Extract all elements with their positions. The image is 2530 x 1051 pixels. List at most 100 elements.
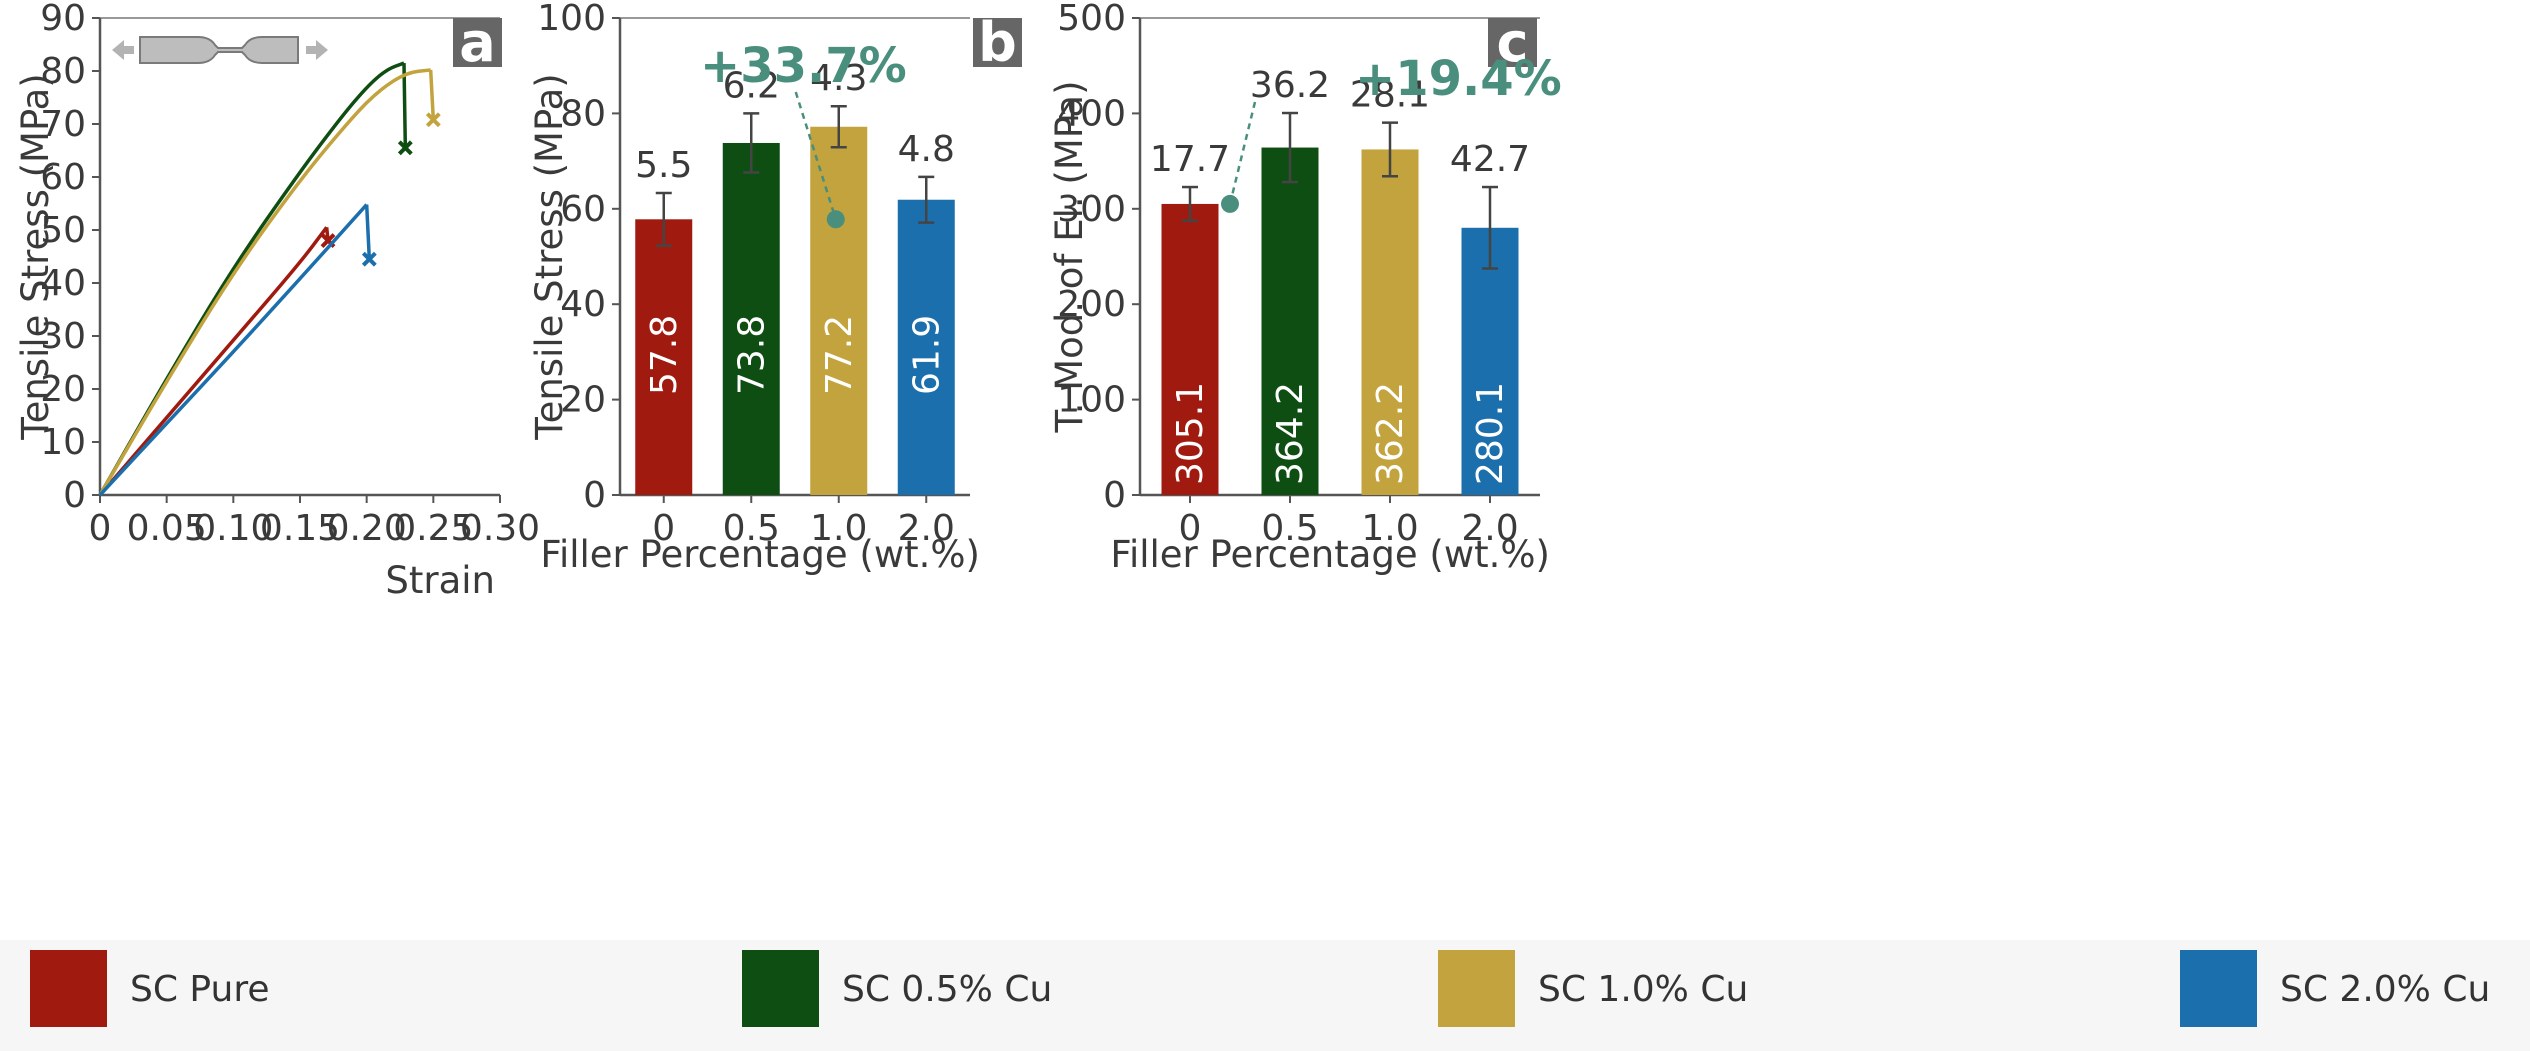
error-value-label: 28.1 bbox=[1350, 75, 1430, 116]
stress-strain-curve bbox=[98, 68, 431, 496]
y-tick-label: 400 bbox=[1057, 93, 1126, 134]
bar-value-label: 364.2 bbox=[1270, 382, 1311, 485]
x-tick-label: 0 bbox=[652, 508, 675, 549]
bar bbox=[722, 142, 780, 495]
y-tick-label: 80 bbox=[40, 51, 86, 92]
x-tick-label: 0.15 bbox=[260, 508, 340, 549]
y-tick-label: 30 bbox=[40, 316, 86, 357]
panel-label-box bbox=[973, 18, 1022, 67]
legend: SC Pure SC 0.5% Cu SC 1.0% Cu SC 2.0% Cu bbox=[30, 950, 2490, 1027]
x-tick-label: 0.20 bbox=[327, 508, 407, 549]
legend-label: SC Pure bbox=[130, 969, 269, 1010]
panel-label: a bbox=[459, 11, 495, 74]
arrow-right-icon bbox=[306, 40, 328, 60]
error-value-label: 36.2 bbox=[1250, 65, 1330, 106]
y-tick-label: 0 bbox=[1103, 475, 1126, 516]
x-tick-label: 0.05 bbox=[127, 508, 207, 549]
x-tick-label: 0.10 bbox=[193, 508, 273, 549]
bar bbox=[897, 199, 955, 495]
x-tick-label: 0 bbox=[89, 508, 112, 549]
fracture-point-marker bbox=[361, 251, 377, 267]
x-tick-label: 1.0 bbox=[1361, 508, 1418, 549]
y-tick-label: 0 bbox=[63, 475, 86, 516]
bar bbox=[635, 219, 693, 495]
bar bbox=[1261, 147, 1319, 495]
x-tick-label: 2.0 bbox=[1461, 508, 1518, 549]
percent-increase-label: +19.4% bbox=[1355, 51, 1562, 107]
y-axis-title: Tensile Stress (MPa) bbox=[14, 73, 57, 440]
y-tick-label: 60 bbox=[40, 157, 86, 198]
legend-swatch bbox=[742, 950, 819, 1027]
bar-value-label: 280.1 bbox=[1470, 382, 1511, 485]
error-value-label: 4.8 bbox=[898, 129, 955, 170]
specimen-body bbox=[139, 36, 299, 64]
legend-swatch bbox=[2180, 950, 2257, 1027]
stress-strain-curve bbox=[98, 203, 368, 497]
x-tick-label: 0.5 bbox=[723, 508, 780, 549]
y-tick-label: 70 bbox=[40, 104, 86, 145]
x-axis-title: Filler Percentage (wt.%) bbox=[540, 533, 980, 576]
y-axis-title: T. Mod. of El. (MPa) bbox=[1048, 80, 1091, 433]
legend-background bbox=[0, 940, 2530, 1051]
error-value-label: 6.2 bbox=[723, 65, 780, 106]
y-tick-label: 300 bbox=[1057, 189, 1126, 230]
y-tick-label: 20 bbox=[40, 369, 86, 410]
fracture-point-marker bbox=[397, 140, 413, 156]
y-tick-label: 50 bbox=[40, 210, 86, 251]
annotation-leader-line bbox=[794, 91, 837, 220]
legend-label: SC 0.5% Cu bbox=[842, 969, 1052, 1010]
fracture-drop-line bbox=[402, 63, 408, 148]
stress-strain-curve bbox=[98, 61, 405, 496]
bar-value-label: 73.8 bbox=[731, 315, 772, 395]
y-tick-label: 100 bbox=[1057, 380, 1126, 421]
bar-value-label: 362.2 bbox=[1370, 382, 1411, 485]
legend-swatch bbox=[1438, 950, 1515, 1027]
error-value-label: 17.7 bbox=[1150, 139, 1230, 180]
dogbone-tensile-specimen-icon bbox=[112, 36, 328, 64]
bar bbox=[1461, 227, 1519, 495]
y-tick-label: 0 bbox=[583, 475, 606, 516]
error-value-label: 5.5 bbox=[635, 145, 692, 186]
error-value-label: 42.7 bbox=[1450, 139, 1530, 180]
fracture-drop-line bbox=[428, 69, 436, 120]
stress-strain-panel: a 0 10 20 30 40 50 60 70 80 90 0 0.050.100.150.200.2… bbox=[14, 0, 540, 602]
bar-value-label: 305.1 bbox=[1170, 382, 1211, 485]
x-tick-label: 1.0 bbox=[810, 508, 867, 549]
y-tick-label: 40 bbox=[560, 284, 606, 325]
y-tick-label: 60 bbox=[560, 189, 606, 230]
legend-swatch bbox=[30, 950, 107, 1027]
error-value-label: 4.3 bbox=[810, 58, 867, 99]
bar bbox=[1161, 203, 1219, 495]
panel-label: c bbox=[1496, 11, 1528, 74]
y-tick-label: 20 bbox=[560, 380, 606, 421]
percent-increase-label: +33.7% bbox=[700, 38, 907, 94]
y-tick-label: 90 bbox=[40, 0, 86, 39]
y-tick-label: 100 bbox=[537, 0, 606, 39]
stress-strain-curve bbox=[98, 226, 329, 497]
x-tick-label: 0.30 bbox=[460, 508, 540, 549]
x-tick-label: 0.25 bbox=[393, 508, 473, 549]
x-axis-title: Filler Percentage (wt.%) bbox=[1110, 533, 1550, 576]
panel-label-box bbox=[1488, 18, 1537, 67]
fracture-drop-line bbox=[364, 204, 372, 260]
x-tick-label: 0.5 bbox=[1261, 508, 1318, 549]
y-tick-label: 80 bbox=[560, 93, 606, 134]
y-tick-label: 10 bbox=[40, 422, 86, 463]
y-tick-label: 500 bbox=[1057, 0, 1126, 39]
bar bbox=[1361, 149, 1419, 496]
x-tick-label: 2.0 bbox=[898, 508, 955, 549]
y-tick-label: 40 bbox=[40, 263, 86, 304]
panel-label-box bbox=[453, 18, 502, 67]
bar-value-label: 77.2 bbox=[819, 315, 860, 395]
bar-value-label: 57.8 bbox=[644, 315, 685, 395]
fracture-point-marker bbox=[425, 112, 441, 128]
legend-label: SC 1.0% Cu bbox=[1538, 969, 1748, 1010]
y-axis-title: Tensile Stress (MPa) bbox=[528, 73, 571, 440]
bar bbox=[810, 126, 868, 496]
panel-label: b bbox=[978, 11, 1017, 74]
bar-value-label: 61.9 bbox=[906, 315, 947, 395]
legend-label: SC 2.0% Cu bbox=[2280, 969, 2490, 1010]
